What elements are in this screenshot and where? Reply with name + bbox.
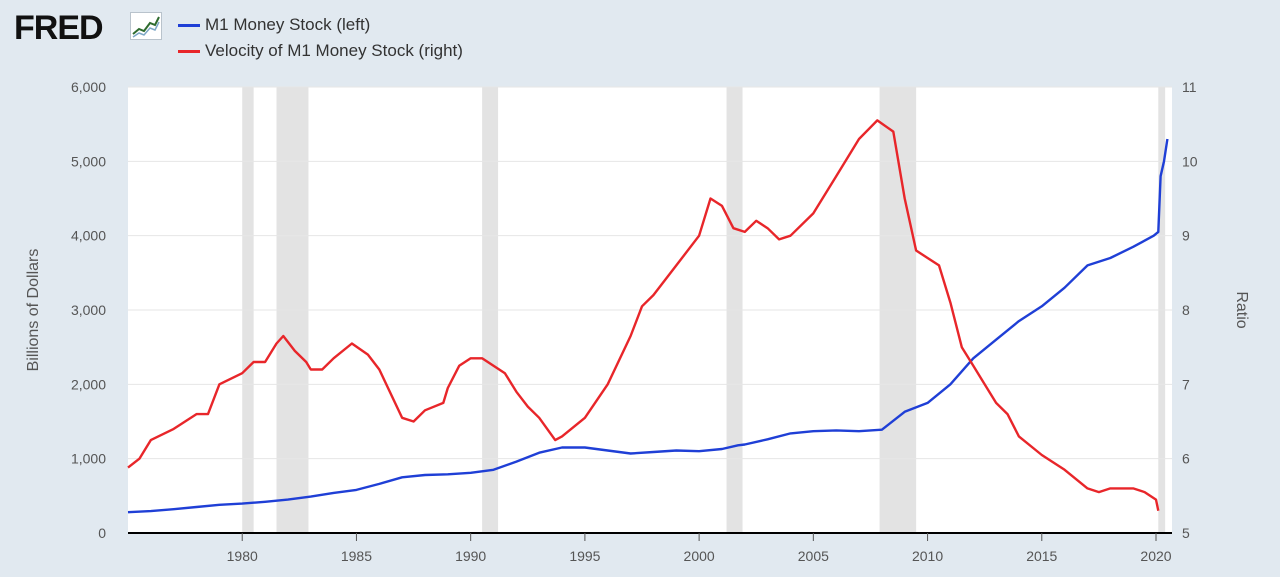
fred-logo[interactable]: FRED <box>14 9 104 47</box>
x-tick-label: 2015 <box>1026 548 1057 564</box>
y-left-tick-label: 0 <box>98 525 106 541</box>
y-left-tick-label: 6,000 <box>71 79 106 95</box>
y-left-tick-label: 5,000 <box>71 153 106 169</box>
x-tick-label: 1990 <box>455 548 486 564</box>
x-tick-label: 2010 <box>912 548 943 564</box>
series-line-velocity[interactable] <box>127 119 1160 511</box>
x-tick-label: 2005 <box>798 548 829 564</box>
y-right-axis-title: Ratio <box>1233 291 1250 328</box>
y-left-tick-label: 1,000 <box>71 451 106 467</box>
y-right-tick-label: 9 <box>1182 228 1190 244</box>
y-right-tick-label: 6 <box>1182 451 1190 467</box>
x-tick-label: 1985 <box>341 548 372 564</box>
x-tick-label: 1995 <box>569 548 600 564</box>
y-left-tick-label: 2,000 <box>71 376 106 392</box>
legend-label-m1: M1 Money Stock (left) <box>205 15 371 34</box>
x-tick-label: 2000 <box>684 548 715 564</box>
series-line-m1[interactable] <box>127 138 1169 514</box>
x-tick-label: 2020 <box>1140 548 1171 564</box>
chart-header: FRED M1 Money Stock (left) Velocity of M… <box>0 0 1280 80</box>
y-right-tick-label: 11 <box>1182 79 1197 95</box>
series-layer <box>127 119 1169 514</box>
legend-label-velocity: Velocity of M1 Money Stock (right) <box>205 41 463 60</box>
legend-swatch-velocity <box>178 50 200 53</box>
y-right-tick-label: 7 <box>1182 376 1190 392</box>
legend-swatch-m1 <box>178 24 200 27</box>
y-right-tick-label: 5 <box>1182 525 1190 541</box>
y-right-tick-label: 10 <box>1182 153 1198 169</box>
y-left-axis-title: Billions of Dollars <box>25 249 42 372</box>
y-left-tick-label: 3,000 <box>71 302 106 318</box>
y-right-axis-ticks: 5 6 7 8 9 10 11 <box>1182 79 1198 541</box>
gridlines <box>128 86 1172 460</box>
y-right-tick-label: 8 <box>1182 302 1190 318</box>
x-tick-label: 1980 <box>227 548 258 564</box>
y-left-axis-ticks: 0 1,000 2,000 3,000 4,000 5,000 6,000 <box>71 79 106 541</box>
line-graph-icon <box>130 12 162 40</box>
y-left-tick-label: 4,000 <box>71 228 106 244</box>
x-axis-ticks: 1980 1985 1990 1995 2000 2005 2010 2015 2020 <box>227 533 1172 564</box>
